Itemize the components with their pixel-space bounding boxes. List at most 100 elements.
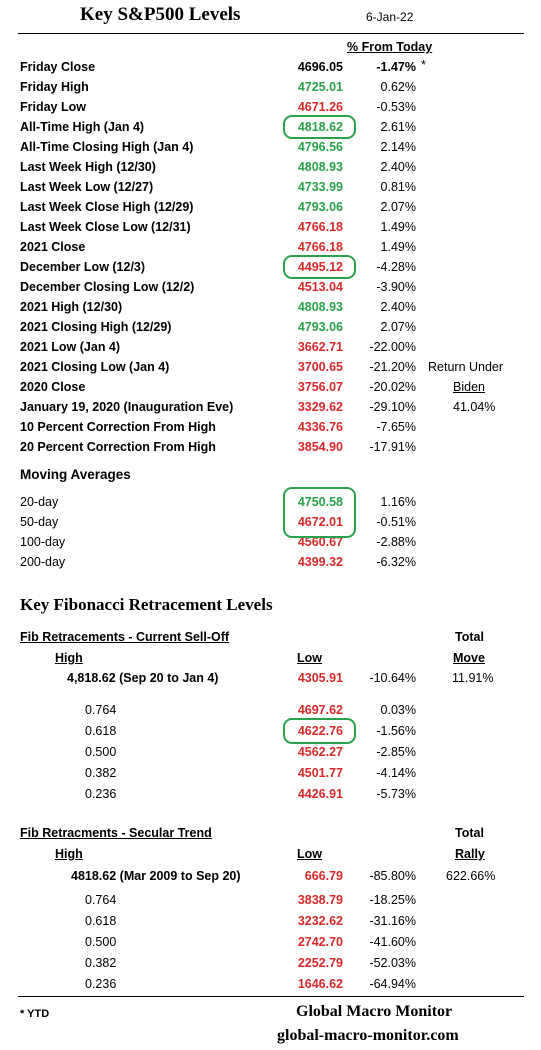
fib-pct: -64.94% — [369, 977, 416, 991]
fib-value: 1646.62 — [297, 977, 343, 991]
level-pct: -29.10% — [369, 400, 416, 414]
level-pct: -1.47% — [376, 60, 416, 74]
selloff-range-total: 11.91% — [452, 671, 494, 685]
level-label: 2021 Closing Low (Jan 4) — [20, 360, 170, 374]
level-value: 4766.18 — [297, 240, 343, 254]
level-pct: 2.61% — [380, 120, 416, 134]
level-label: 20 Percent Correction From High — [20, 440, 216, 454]
level-pct: -20.02% — [369, 380, 416, 394]
level-value: 3700.65 — [297, 360, 343, 374]
fib-value: 4622.76 — [297, 724, 343, 738]
highlight-circle — [283, 255, 356, 279]
ma-value: 4672.01 — [297, 515, 343, 529]
level-pct: -22.00% — [369, 340, 416, 354]
fib-pct: -5.73% — [376, 787, 416, 801]
level-value: 4793.06 — [297, 200, 343, 214]
level-pct: -3.90% — [376, 280, 416, 294]
level-pct: 2.40% — [380, 160, 416, 174]
selloff-total-label: Total — [455, 630, 484, 644]
level-label: 2021 Closing High (12/29) — [20, 320, 172, 334]
level-value: 3329.62 — [297, 400, 343, 414]
level-pct: 2.07% — [380, 320, 416, 334]
level-value: 4513.04 — [297, 280, 343, 294]
fib-ratio: 0.236 — [85, 787, 117, 801]
fib-value: 4426.91 — [297, 787, 343, 801]
secular-range-pct: -85.80% — [369, 869, 416, 883]
level-pct: -4.28% — [376, 260, 416, 274]
level-label: Last Week High (12/30) — [20, 160, 156, 174]
selloff-high-label: High — [55, 651, 83, 665]
level-value: 4766.18 — [297, 220, 343, 234]
level-pct: 1.49% — [380, 220, 416, 234]
brand-site: global-macro-monitor.com — [277, 1027, 459, 1044]
secular-range: 4818.62 (Mar 2009 to Sep 20) — [71, 869, 241, 883]
level-value: 4818.62 — [297, 120, 343, 134]
selloff-low-label: Low — [297, 651, 322, 665]
level-label: Friday High — [20, 80, 89, 94]
brand-name: Global Macro Monitor — [296, 1003, 453, 1020]
secular-total-label: Total — [455, 826, 484, 840]
secular-heading: Fib Retracments - Secular Trend — [20, 826, 212, 840]
fib-ratio: 0.764 — [85, 893, 117, 907]
ma-value: 4750.58 — [297, 495, 343, 509]
level-label: Last Week Close Low (12/31) — [20, 220, 191, 234]
fib-value: 3232.62 — [297, 914, 343, 928]
ma-value: 4399.32 — [297, 555, 343, 569]
selloff-heading: Fib Retracements - Current Sell-Off — [20, 630, 230, 644]
report-date: 6-Jan-22 — [366, 10, 414, 24]
ma-label: 20-day — [20, 495, 59, 509]
level-pct: 2.07% — [380, 200, 416, 214]
level-label: December Low (12/3) — [20, 260, 146, 274]
highlight-circle — [283, 718, 356, 744]
level-value: 4733.99 — [297, 180, 343, 194]
fib-pct: 0.03% — [380, 703, 416, 717]
moving-averages-title: Moving Averages — [20, 467, 131, 482]
fib-ratio: 0.236 — [85, 977, 117, 991]
fib-ratio: 0.618 — [85, 724, 117, 738]
top-divider — [18, 33, 524, 34]
fib-pct: -31.16% — [369, 914, 416, 928]
level-pct: 2.14% — [380, 140, 416, 154]
selloff-range-low: 4305.91 — [297, 671, 343, 685]
level-footnote-mark: * — [421, 58, 426, 72]
level-value: 4671.26 — [297, 100, 343, 114]
level-pct: -0.53% — [376, 100, 416, 114]
level-value: 4336.76 — [297, 420, 343, 434]
level-value: 4808.93 — [297, 160, 343, 174]
level-pct: 0.62% — [380, 80, 416, 94]
level-label: 2021 High (12/30) — [20, 300, 123, 314]
selloff-move-label: Move — [453, 651, 485, 665]
level-label: All-Time Closing High (Jan 4) — [20, 140, 194, 154]
footer-divider — [18, 996, 524, 997]
secular-low-label: Low — [297, 847, 322, 861]
ma-label: 50-day — [20, 515, 59, 529]
secular-range-total: 622.66% — [446, 869, 496, 883]
level-value: 3756.07 — [297, 380, 343, 394]
ma-pct: -6.32% — [376, 555, 416, 569]
level-label: 10 Percent Correction From High — [20, 420, 216, 434]
secular-range-low: 666.79 — [304, 869, 343, 883]
level-label: January 19, 2020 (Inauguration Eve) — [20, 400, 234, 414]
level-pct: 2.40% — [380, 300, 416, 314]
pct-from-today-header: % From Today — [347, 40, 433, 54]
fib-value: 3838.79 — [297, 893, 343, 907]
level-value: 3854.90 — [297, 440, 343, 454]
fib-value: 2742.70 — [297, 935, 343, 949]
level-pct: -17.91% — [369, 440, 416, 454]
fib-value: 2252.79 — [297, 956, 343, 970]
fib-value: 4562.27 — [297, 745, 343, 759]
level-pct: 0.81% — [380, 180, 416, 194]
fib-pct: -1.56% — [376, 724, 416, 738]
selloff-range: 4,818.62 (Sep 20 to Jan 4) — [67, 671, 219, 685]
selloff-range-pct: -10.64% — [369, 671, 416, 685]
ma-pct: 1.16% — [380, 495, 416, 509]
fib-value: 4697.62 — [297, 703, 343, 717]
fib-ratio: 0.500 — [85, 745, 117, 759]
ma-pct: -0.51% — [376, 515, 416, 529]
highlight-circle — [283, 115, 356, 139]
level-label: 2020 Close — [20, 380, 86, 394]
biden-note-line2: Biden — [453, 380, 485, 394]
ma-value: 4560.67 — [297, 535, 343, 549]
biden-note-line1: Return Under — [428, 360, 504, 374]
page-title: Key S&P500 Levels — [80, 4, 241, 25]
